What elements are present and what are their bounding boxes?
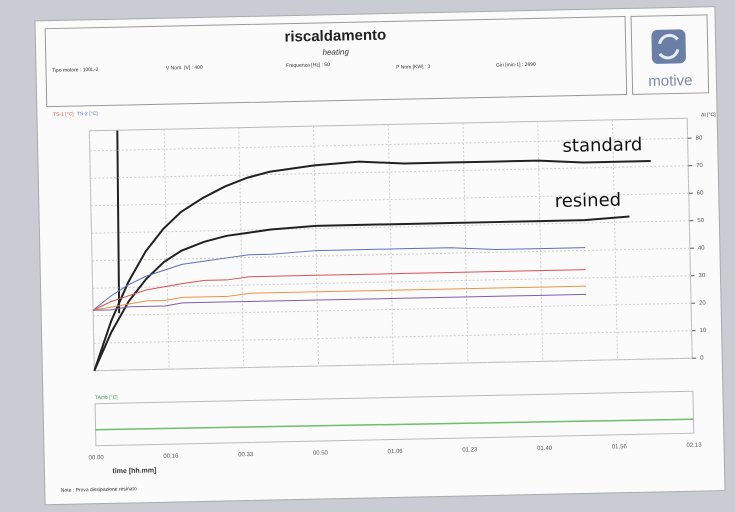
x-tick-label: 01.06 [388,449,404,455]
paper [35,7,725,505]
chart-subtitle: heating [323,47,350,57]
y-tick-label: 50 [697,218,704,224]
x-tick-label: 01.40 [537,446,553,452]
x-tick-label: 00.16 [163,454,179,460]
lower-axis-label: TAmb [°C] [95,395,118,401]
y-tick-label: 60 [697,191,704,197]
left-axis-label: TS-2 [°C] [77,111,98,117]
x-tick-label: 00.33 [238,452,254,458]
series-label: resined [555,190,622,212]
x-tick-label: 00.50 [313,450,329,456]
left-axis-label: TS-1 [°C] [53,111,74,117]
y-tick-label: 30 [698,273,705,279]
header-field: V Nom. [V] : 400 [166,65,203,72]
y-axis-label: Δt [°C] [701,112,716,118]
logo-text: motive [648,72,693,90]
header-field: Tipo motore : 100L-2 [52,67,99,74]
x-axis-label: time [hh.mm] [112,467,156,475]
chart-title: riscaldamento [284,27,386,46]
y-tick-label: 10 [700,328,707,334]
x-tick-label: 01.56 [612,444,628,450]
x-tick-label: 02.13 [686,443,702,449]
y-tick-label: 20 [699,300,706,306]
series-label: standard [562,134,642,157]
y-tick-label: 80 [696,136,703,142]
y-tick-label: 70 [696,163,703,169]
header-field: Giri [min-1] : 2890 [496,62,536,69]
page: {"chart_data": {"type": "line", "title":… [0,0,735,512]
sheet: motive riscaldamento heating Tipo motore… [35,7,725,505]
x-tick-label: 00.00 [89,455,105,461]
chart: motive riscaldamento heating Tipo motore… [0,0,735,512]
header-field: P Nom.[KW] : 3 [396,64,431,71]
x-tick-label: 01.23 [462,447,478,453]
header-field: Frequenza [Hz] : 50 [286,62,330,69]
y-tick-label: 40 [698,245,705,251]
